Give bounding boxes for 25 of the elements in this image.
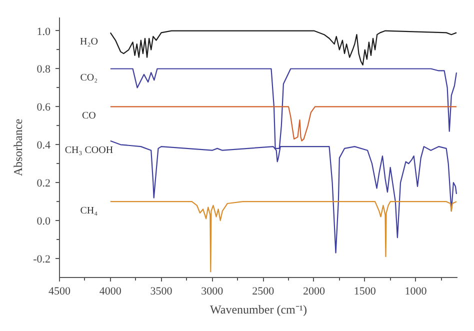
line-series [110, 201, 458, 272]
line-series [110, 30, 458, 66]
x-tick-label: 4000 [99, 286, 122, 298]
y-tick-label: 0.6 [36, 102, 51, 114]
y-tick-label: 0.2 [36, 178, 50, 190]
x-tick-label: 3500 [150, 286, 173, 298]
series-label: CH₃ COOH [64, 144, 114, 156]
series-label: CH₄ [80, 206, 98, 217]
x-tick-label: 1000 [404, 286, 428, 298]
series-label: CO [82, 110, 96, 122]
series-label: H₂O [80, 36, 98, 48]
x-tick-label: 2000 [302, 286, 326, 298]
x-tick-label: 1500 [354, 286, 376, 298]
x-axis-title: Wavenumber (cm⁻¹) [210, 302, 307, 316]
y-tick-label: 1.0 [36, 26, 51, 38]
x-tick-label: 2500 [252, 286, 275, 298]
series-label: CO₂ [80, 72, 98, 84]
y-tick-label: -0.2 [33, 254, 51, 266]
y-axis-title: Absorbance [11, 118, 26, 176]
y-tick-label: 0.4 [36, 140, 51, 152]
y-tick-label: 0.0 [36, 216, 51, 228]
x-tick-label: 3000 [201, 286, 224, 298]
x-tick-label: 4500 [48, 286, 71, 298]
line-series [110, 106, 458, 142]
y-tick-label: 0.8 [36, 64, 51, 76]
